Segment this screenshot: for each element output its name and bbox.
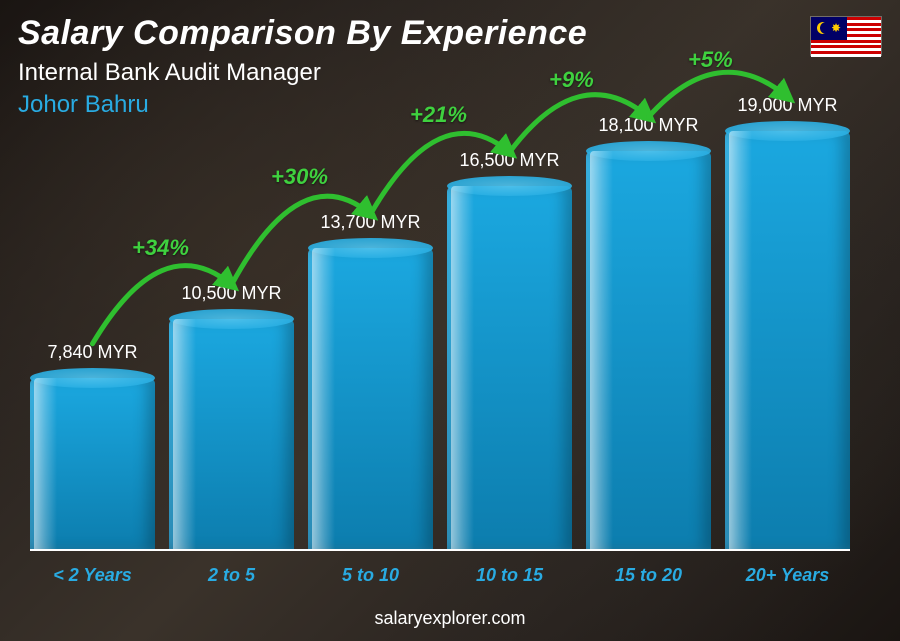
- page-title: Salary Comparison By Experience: [18, 14, 587, 53]
- footer-credit: salaryexplorer.com: [0, 608, 900, 629]
- star-icon: ✸: [831, 22, 841, 34]
- flag-stripe: [811, 54, 881, 57]
- pct-increase-label: +9%: [549, 67, 594, 93]
- chart-area: 7,840 MYR< 2 Years10,500 MYR2 to 513,700…: [30, 101, 850, 581]
- malaysia-flag-icon: ✸: [810, 16, 882, 56]
- crescent-icon: [817, 22, 829, 34]
- pct-increase-label: +5%: [688, 47, 733, 73]
- increase-arc-icon: [30, 101, 850, 581]
- infographic-container: Salary Comparison By Experience Internal…: [0, 0, 900, 641]
- job-title: Internal Bank Audit Manager: [18, 59, 587, 87]
- flag-canton: ✸: [811, 17, 847, 40]
